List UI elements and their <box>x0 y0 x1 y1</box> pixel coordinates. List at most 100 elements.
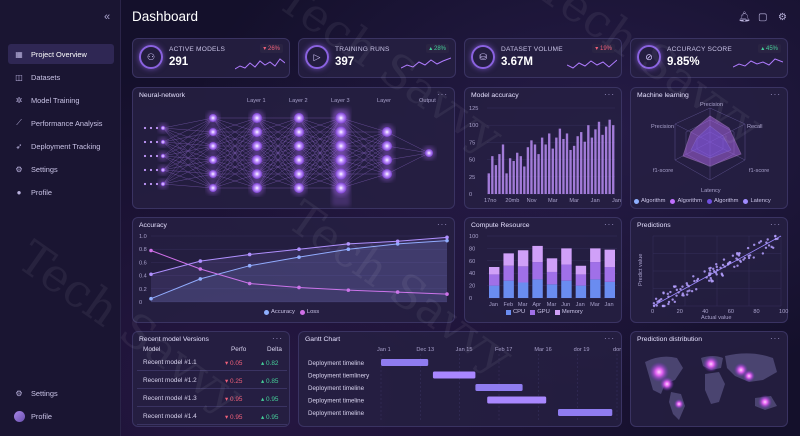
scatter-point <box>767 244 771 247</box>
message-icon[interactable]: ▢ <box>758 12 768 23</box>
stack-segment <box>604 281 615 298</box>
stack-segment <box>517 250 529 267</box>
kpi-card-dataset-volume[interactable]: ⛁ DATASET VOLUME 3.67M ▾ 19% <box>464 38 622 78</box>
gantt-bar <box>381 359 429 366</box>
bell-icon[interactable]: 🔔︎ <box>738 12 751 23</box>
kpi-card-active-models[interactable]: ⚇ ACTIVE MODELS 291 ▾ 26% <box>132 38 290 78</box>
model-perf: ▾ 0.95 <box>225 414 243 421</box>
x-axis-label: Actual value <box>701 315 731 321</box>
date-label: Jan 15 <box>456 347 473 353</box>
bar <box>494 165 498 194</box>
sidebar-item-settings[interactable]: ⚙ Settings <box>15 164 58 174</box>
x-tick-label: Mar <box>518 302 528 308</box>
kpi-card-accuracy-score[interactable]: ⊘ ACCURACY SCORE 9.85% ▴ 45% <box>630 38 788 78</box>
y-tick-label: 40 <box>469 271 475 277</box>
bar <box>516 152 519 194</box>
card-title: Gantt Chart <box>305 336 341 343</box>
bar <box>604 126 608 194</box>
scatter-point <box>669 290 672 294</box>
more-icon[interactable]: ··· <box>437 90 448 99</box>
kpi-sparkline <box>567 59 617 69</box>
play-icon: ▷ <box>305 45 329 69</box>
sidebar-item-datasets[interactable]: ◫ Datasets <box>15 72 61 82</box>
kpi-card-training-runs[interactable]: ▷ TRAINING RUNS 397 ▴ 28% <box>298 38 456 78</box>
collapse-sidebar-icon[interactable]: « <box>104 11 111 23</box>
more-icon[interactable]: ··· <box>770 90 781 99</box>
x-tick-label: Mar <box>590 302 600 308</box>
sidebar-item-performance-analysis[interactable]: ⟋ Performance Analysis <box>8 113 114 133</box>
data-point <box>395 239 400 244</box>
column-header: Delta <box>267 346 282 353</box>
kpi-delta-badge: ▾ 26% <box>260 44 283 53</box>
network-node <box>209 156 217 164</box>
scatter-point <box>723 265 726 268</box>
gear-icon[interactable]: ⚙ <box>778 12 787 23</box>
column-header: Model <box>143 346 161 353</box>
bar <box>558 128 562 194</box>
network-node <box>335 140 347 152</box>
scatter-point <box>708 272 711 275</box>
network-node <box>382 127 392 137</box>
bar <box>608 119 611 194</box>
target-icon: ⊘ <box>637 45 661 69</box>
radar-axis-label: f1-score <box>653 168 673 174</box>
stack-segment <box>561 248 572 265</box>
input-dot <box>149 182 153 186</box>
scatter-point <box>690 289 694 293</box>
network-node <box>209 128 217 136</box>
table-row[interactable] <box>137 356 287 371</box>
data-point <box>149 248 153 253</box>
date-label: Mar 16 <box>534 347 551 353</box>
model-delta: ▴ 0.95 <box>261 396 279 403</box>
sidebar-item-model-training[interactable]: ✲ Model Training <box>15 95 80 105</box>
predictions-card: Predictions ··· Actual value Predict val… <box>630 217 788 323</box>
kpi-sparkline <box>235 58 285 70</box>
table-row[interactable] <box>137 410 287 425</box>
scatter-point <box>774 237 778 241</box>
bar <box>537 154 540 194</box>
sidebar-bottom-settings[interactable]: ⚙ Settings <box>15 388 58 398</box>
more-icon[interactable]: ··· <box>604 220 615 229</box>
more-icon[interactable]: ··· <box>770 220 781 229</box>
x-tick-label: 20 <box>677 309 683 315</box>
x-tick-label: Jan <box>612 198 621 204</box>
scatter-point <box>714 271 717 274</box>
x-tick-label: Jan <box>591 198 600 204</box>
more-icon[interactable]: ··· <box>604 90 615 99</box>
network-node <box>294 183 304 193</box>
card-title: Recent model Versions <box>139 336 209 343</box>
layer-label: Layer 1 <box>247 98 266 104</box>
gantt-bar <box>558 409 613 416</box>
scatter-point <box>715 263 718 266</box>
y-tick-label: 0.2 <box>139 287 147 293</box>
sidebar-bottom-profile[interactable]: Profile <box>8 406 114 426</box>
scatter-point <box>765 241 768 244</box>
table-row[interactable] <box>137 392 287 407</box>
stack-segment <box>546 258 558 272</box>
radar-legend: Algorithm Algorithm Algorithm Latency <box>629 198 771 204</box>
kpi-delta-badge: ▴ 45% <box>758 44 781 53</box>
sidebar-item-project-overview[interactable]: ▦ Project Overview <box>8 44 114 64</box>
network-node <box>294 113 304 123</box>
more-icon[interactable]: ··· <box>604 334 615 343</box>
more-icon[interactable]: ··· <box>437 220 448 229</box>
scatter-point <box>672 285 676 288</box>
table-row[interactable] <box>137 374 287 389</box>
stack-segment <box>590 279 601 298</box>
data-point <box>346 288 351 292</box>
input-dot <box>149 140 153 144</box>
network-node <box>335 182 347 194</box>
scatter-point <box>764 246 768 249</box>
scatter-point <box>658 299 661 302</box>
kpi-label: TRAINING RUNS <box>335 46 390 53</box>
compute-resource-card: Compute Resource ··· 100 80 60 40 20 0 Jan Feb M… <box>464 217 622 323</box>
more-icon[interactable]: ··· <box>272 334 283 343</box>
bar <box>572 145 576 194</box>
stack-segment <box>604 249 615 267</box>
data-point <box>198 259 203 263</box>
more-icon[interactable]: ··· <box>770 334 781 343</box>
stack-segment <box>503 280 514 298</box>
sidebar-item-profile[interactable]: ● Profile <box>8 182 114 202</box>
card-title: Predictions <box>637 222 671 229</box>
sidebar-item-deployment-tracking[interactable]: ➶ Deployment Tracking <box>15 141 101 151</box>
